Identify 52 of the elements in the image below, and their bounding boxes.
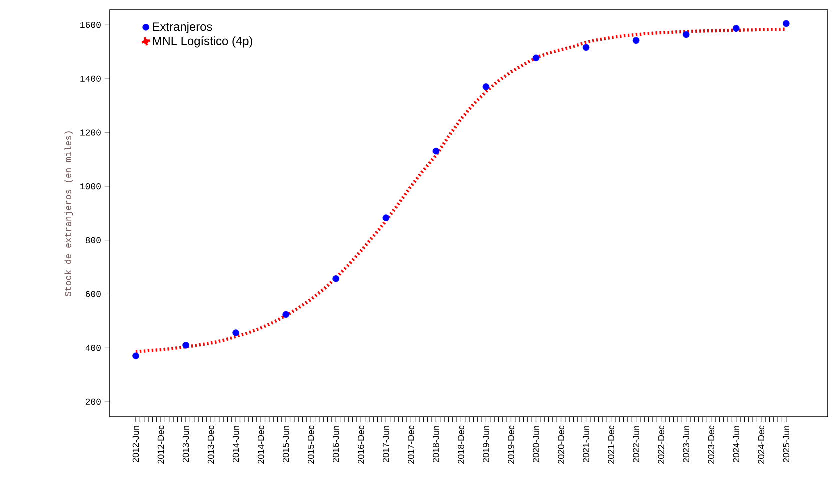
x-tick-label: 2019-Dec (508, 426, 514, 464)
point (132, 352, 140, 360)
x-tick-label: 2018-Jun (433, 426, 440, 462)
x-tick-label: 2017-Jun (382, 426, 390, 462)
x-tick-label: 2015-Jun (282, 426, 290, 462)
point (783, 20, 790, 28)
y-axis-title: Stock de extranjeros (en miles) (64, 132, 74, 297)
point (582, 44, 590, 52)
y-tick-label: 1400 (80, 76, 101, 82)
x-tick-label: 2020-Dec (558, 426, 564, 464)
point (332, 276, 340, 282)
x-tick-label: 2016-Jun (332, 426, 340, 462)
x-tick-label: 2015-Dec (308, 426, 314, 464)
y-tick-label: 800 (86, 237, 101, 244)
x-tick-label: 2014-Jun (232, 426, 240, 462)
point (282, 311, 290, 318)
x-tick-label: 2019-Jun (483, 426, 490, 462)
x-tick-label: 2023-Dec (708, 426, 715, 464)
x-tick-label: 2021-Jun (583, 426, 590, 462)
x-tick-label: 2014-Dec (258, 426, 264, 464)
x-tick-label: 2025-Jun (783, 426, 790, 462)
legend-label: MNL Logístico (4p) (153, 36, 252, 48)
x-tick-label: 2022-Jun (633, 426, 640, 462)
point (382, 214, 390, 222)
point (232, 330, 240, 336)
point (732, 25, 740, 32)
point (532, 54, 540, 62)
x-tick-label: 2021-Dec (608, 426, 614, 464)
x-tick-label: 2016-Dec (358, 426, 364, 464)
point (682, 31, 690, 38)
point (482, 84, 490, 90)
y-tick-label: 1600 (80, 22, 101, 28)
x-tick-label: 2024-Jun (733, 426, 740, 462)
x-tick-label: 2012-Jun (132, 426, 140, 462)
x-tick-label: 2012-Dec (158, 426, 164, 464)
x-tick-label: 2018-Dec (458, 426, 464, 464)
y-tick-label: 400 (86, 345, 101, 352)
x-tick-label: 2017-Dec (408, 426, 414, 464)
x-tick-label: 2013-Jun (182, 426, 190, 462)
point (632, 37, 640, 44)
x-tick-label: 2023-Jun (683, 426, 690, 462)
point (182, 342, 190, 349)
x-tick-label: 2020-Jun (533, 426, 540, 462)
x-tick-label: 2022-Dec (658, 426, 664, 464)
y-tick-label: 200 (86, 398, 101, 405)
y-tick-label: 1000 (80, 184, 101, 190)
y-tick-label: 600 (86, 291, 101, 298)
y-tick-label: 1200 (80, 130, 101, 136)
x-tick-label: 2024-Dec (758, 426, 765, 464)
legend-label: Extranjeros (153, 22, 212, 34)
x-tick-label: 2013-Dec (208, 426, 214, 464)
point (432, 148, 440, 155)
